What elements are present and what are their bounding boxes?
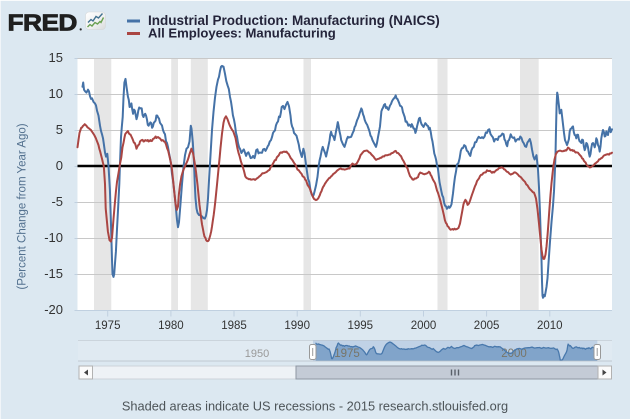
svg-text:All Employees: Manufacturing: All Employees: Manufacturing xyxy=(148,26,336,41)
svg-text:1975: 1975 xyxy=(95,320,121,332)
svg-text:1995: 1995 xyxy=(348,320,374,332)
svg-text:-15: -15 xyxy=(44,266,63,281)
svg-text:2010: 2010 xyxy=(537,320,563,332)
svg-text:-20: -20 xyxy=(44,302,63,317)
svg-text:15: 15 xyxy=(49,50,63,65)
svg-text:-10: -10 xyxy=(44,230,63,245)
svg-text:1950: 1950 xyxy=(245,348,269,360)
svg-text:1975: 1975 xyxy=(334,348,360,360)
svg-text:0: 0 xyxy=(56,158,63,173)
svg-text:(Percent Change from Year Ago): (Percent Change from Year Ago) xyxy=(17,123,29,289)
svg-text:FRED: FRED xyxy=(8,10,77,36)
svg-text:Industrial Production: Manufac: Industrial Production: Manufacturing (NA… xyxy=(148,13,440,28)
svg-text:1990: 1990 xyxy=(284,320,310,332)
svg-text:2005: 2005 xyxy=(474,320,500,332)
svg-text:1985: 1985 xyxy=(221,320,247,332)
svg-text:5: 5 xyxy=(56,122,63,137)
svg-text:2000: 2000 xyxy=(501,348,527,360)
svg-text:2000: 2000 xyxy=(411,320,437,332)
svg-text:-5: -5 xyxy=(51,194,63,209)
svg-text:10: 10 xyxy=(49,86,63,101)
svg-text:1980: 1980 xyxy=(158,320,184,332)
svg-text:Shaded areas indicate US reces: Shaded areas indicate US recessions - 20… xyxy=(122,399,508,414)
